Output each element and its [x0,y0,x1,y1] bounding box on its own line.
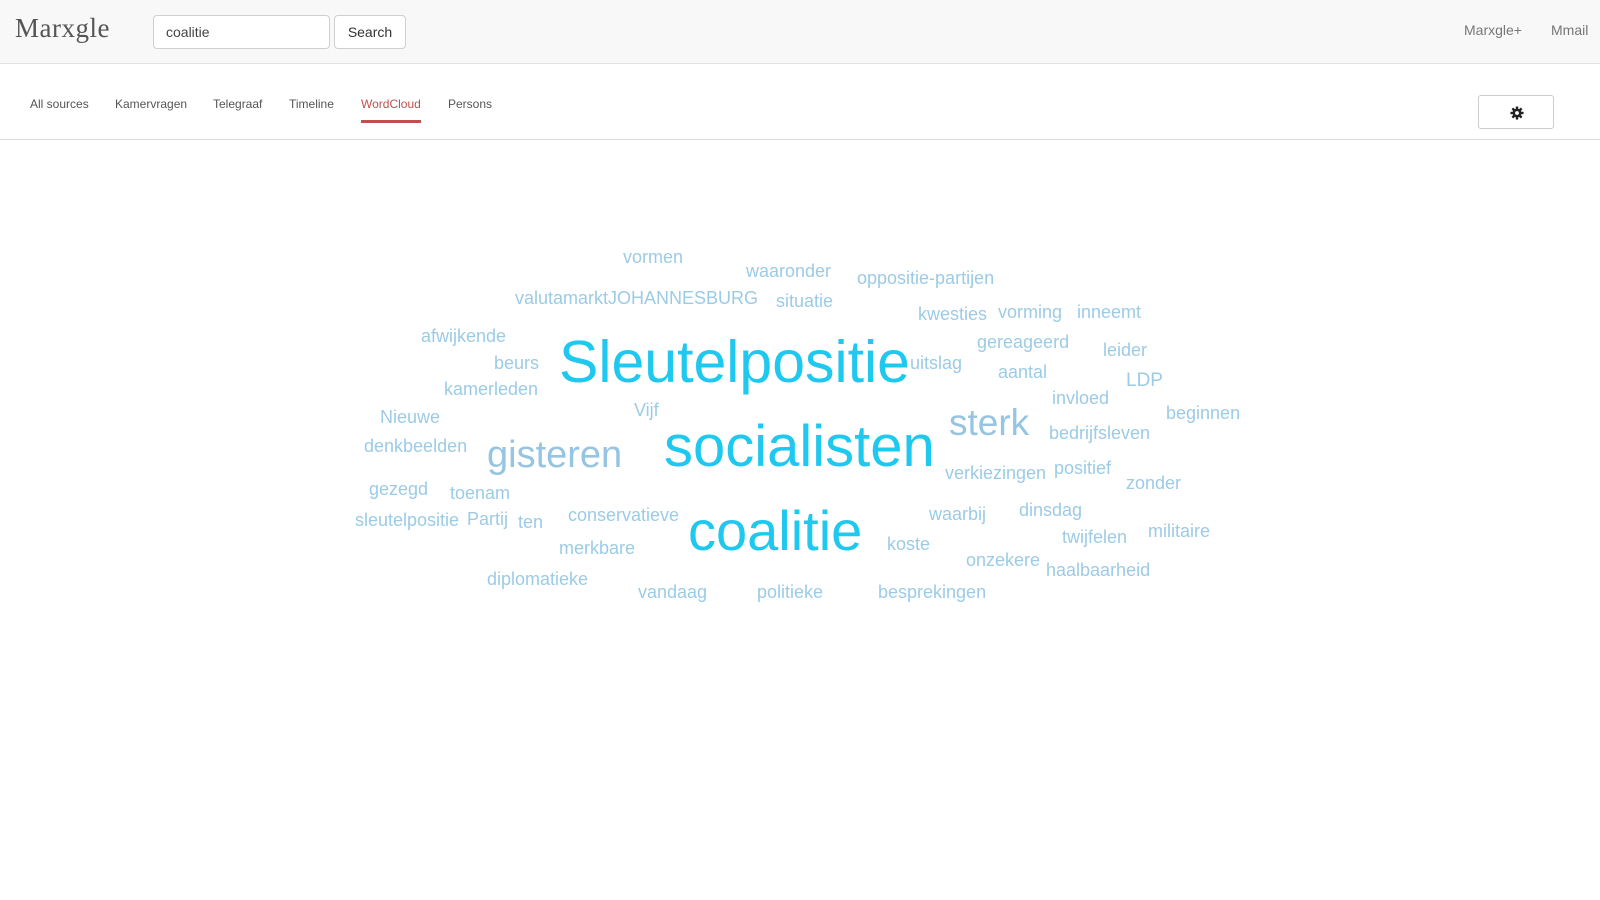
cloud-word[interactable]: situatie [776,291,834,311]
cloud-word[interactable]: uitslag [910,353,963,373]
gear-icon [1510,106,1524,120]
cloud-word[interactable]: denkbeelden [364,436,468,456]
cloud-word[interactable]: positief [1054,458,1112,478]
cloud-word[interactable]: verkiezingen [945,463,1047,483]
cloud-word[interactable]: conservatieve [568,505,680,525]
cloud-word[interactable]: waaronder [746,261,832,281]
cloud-word[interactable]: inneemt [1077,302,1142,322]
cloud-word[interactable]: aantal [998,362,1048,382]
tab-persons[interactable]: Persons [448,97,493,111]
cloud-word[interactable]: beurs [494,353,540,373]
search-button[interactable]: Search [334,15,406,49]
cloud-word[interactable]: leider [1103,340,1148,360]
tab-telegraaf[interactable]: Telegraaf [213,97,263,111]
word-cloud: Sleutelpositie socialisten coalitie gist… [0,140,1600,900]
cloud-word[interactable]: gereageerd [977,332,1070,352]
cloud-word[interactable]: militaire [1148,521,1211,541]
cloud-word[interactable]: sterk [949,402,1030,443]
app-logo[interactable]: Marxgle [15,13,110,43]
cloud-word[interactable]: onzekere [966,550,1041,570]
tab-kamervragen[interactable]: Kamervragen [115,97,188,111]
cloud-word[interactable]: twijfelen [1062,527,1128,547]
search-input[interactable] [153,15,330,49]
cloud-word[interactable]: Partij [467,509,509,529]
tab-wordcloud[interactable]: WordCloud [361,97,421,123]
cloud-word[interactable]: beginnen [1166,403,1241,423]
cloud-word[interactable]: oppositie-partijen [857,268,995,288]
cloud-word[interactable]: merkbare [559,538,636,558]
cloud-word[interactable]: kwesties [918,304,988,324]
cloud-word[interactable]: vandaag [638,582,708,602]
cloud-word[interactable]: waarbij [929,504,987,524]
cloud-word[interactable]: politieke [757,582,824,602]
cloud-word[interactable]: vormen [623,247,684,267]
cloud-word[interactable]: sleutelpositie [355,510,460,530]
tab-timeline[interactable]: Timeline [289,97,334,111]
cloud-word[interactable]: koste [887,534,931,554]
cloud-word[interactable]: diplomatieke [487,569,589,589]
cloud-word[interactable]: haalbaarheid [1046,560,1151,580]
cloud-word[interactable]: bedrijfsleven [1049,423,1151,443]
tab-all-sources[interactable]: All sources [30,97,89,111]
cloud-word[interactable]: dinsdag [1019,500,1083,520]
cloud-word[interactable]: besprekingen [878,582,987,602]
top-link-mmail[interactable]: Mmail [1551,22,1589,38]
top-navbar: Marxgle Search Marxgle+ Mmail [0,0,1600,64]
cloud-word[interactable]: kamerleden [444,379,539,399]
cloud-word[interactable]: Nieuwe [380,407,441,427]
top-link-marxgle-plus[interactable]: Marxgle+ [1464,22,1522,38]
cloud-word[interactable]: LDP [1126,370,1163,391]
cloud-word[interactable]: Vijf [634,400,659,420]
cloud-word[interactable]: Sleutelpositie [559,329,910,395]
source-tabs-bar: All sources Kamervragen Telegraaf Timeli… [0,64,1600,140]
cloud-word[interactable]: coalitie [688,499,863,562]
cloud-word[interactable]: zonder [1126,473,1182,493]
cloud-word[interactable]: vorming [998,302,1063,322]
cloud-word[interactable]: gezegd [369,479,429,499]
cloud-word[interactable]: toenam [450,483,511,503]
settings-button[interactable] [1478,95,1554,129]
cloud-word[interactable]: afwijkende [421,326,507,346]
cloud-word[interactable]: gisteren [487,434,623,476]
cloud-word[interactable]: invloed [1052,388,1110,408]
cloud-word[interactable]: socialisten [664,414,935,479]
cloud-word[interactable]: valutamarktJOHANNESBURG [515,288,759,308]
cloud-word[interactable]: ten [518,512,544,532]
